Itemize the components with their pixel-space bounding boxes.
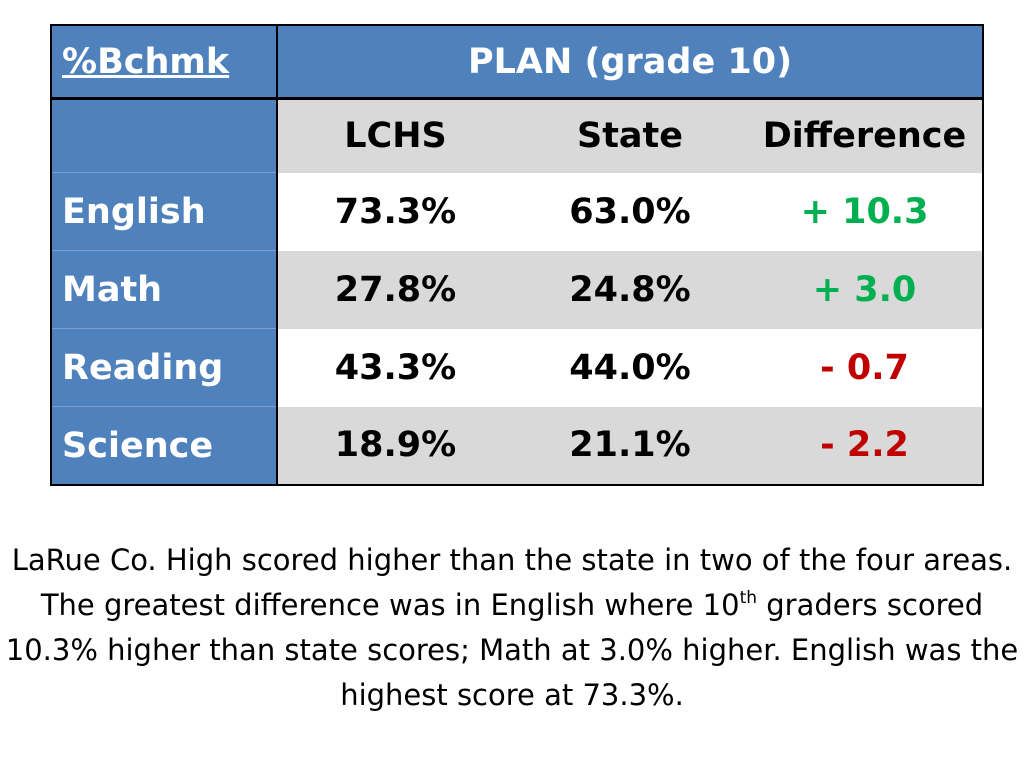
- table-header-row: %Bchmk PLAN (grade 10): [51, 25, 984, 100]
- cell-state: 63.0%: [513, 172, 747, 251]
- cell-state: 24.8%: [513, 250, 747, 329]
- table-row: Math 27.8% 24.8% + 3.0: [51, 250, 984, 329]
- caption-superscript: th: [739, 588, 758, 608]
- cell-lchs: 43.3%: [277, 328, 513, 407]
- cell-state: 44.0%: [513, 328, 747, 407]
- row-label-math: Math: [51, 250, 278, 329]
- column-header-row: LCHS State Difference: [51, 98, 984, 173]
- cell-difference: + 10.3: [747, 172, 984, 251]
- cell-lchs: 27.8%: [277, 250, 513, 329]
- cell-lchs: 18.9%: [277, 406, 513, 485]
- column-header-state: State: [513, 98, 747, 173]
- table-row: English 73.3% 63.0% + 10.3: [51, 172, 984, 251]
- table-row: Science 18.9% 21.1% - 2.2: [51, 406, 984, 485]
- cell-difference: - 2.2: [747, 406, 984, 485]
- stub-empty-cell: [51, 98, 278, 173]
- row-label-reading: Reading: [51, 328, 278, 407]
- row-label-science: Science: [51, 406, 278, 485]
- table-row: Reading 43.3% 44.0% - 0.7: [51, 328, 984, 407]
- cell-difference: + 3.0: [747, 250, 984, 329]
- stub-header-cell: %Bchmk: [51, 25, 278, 100]
- caption-text-part1: LaRue Co. High scored higher than the st…: [11, 543, 1013, 622]
- stub-title: %Bchmk: [62, 41, 230, 82]
- summary-caption: LaRue Co. High scored higher than the st…: [0, 538, 1024, 718]
- row-label-english: English: [51, 172, 278, 251]
- benchmark-table: %Bchmk PLAN (grade 10) LCHS State Differ…: [50, 24, 985, 486]
- column-header-difference: Difference: [747, 98, 984, 173]
- caption-text-part2: graders scored 10.3% higher than state s…: [5, 588, 1019, 712]
- cell-difference: - 0.7: [747, 328, 984, 407]
- cell-state: 21.1%: [513, 406, 747, 485]
- column-header-lchs: LCHS: [277, 98, 513, 173]
- group-header: PLAN (grade 10): [277, 25, 984, 100]
- cell-lchs: 73.3%: [277, 172, 513, 251]
